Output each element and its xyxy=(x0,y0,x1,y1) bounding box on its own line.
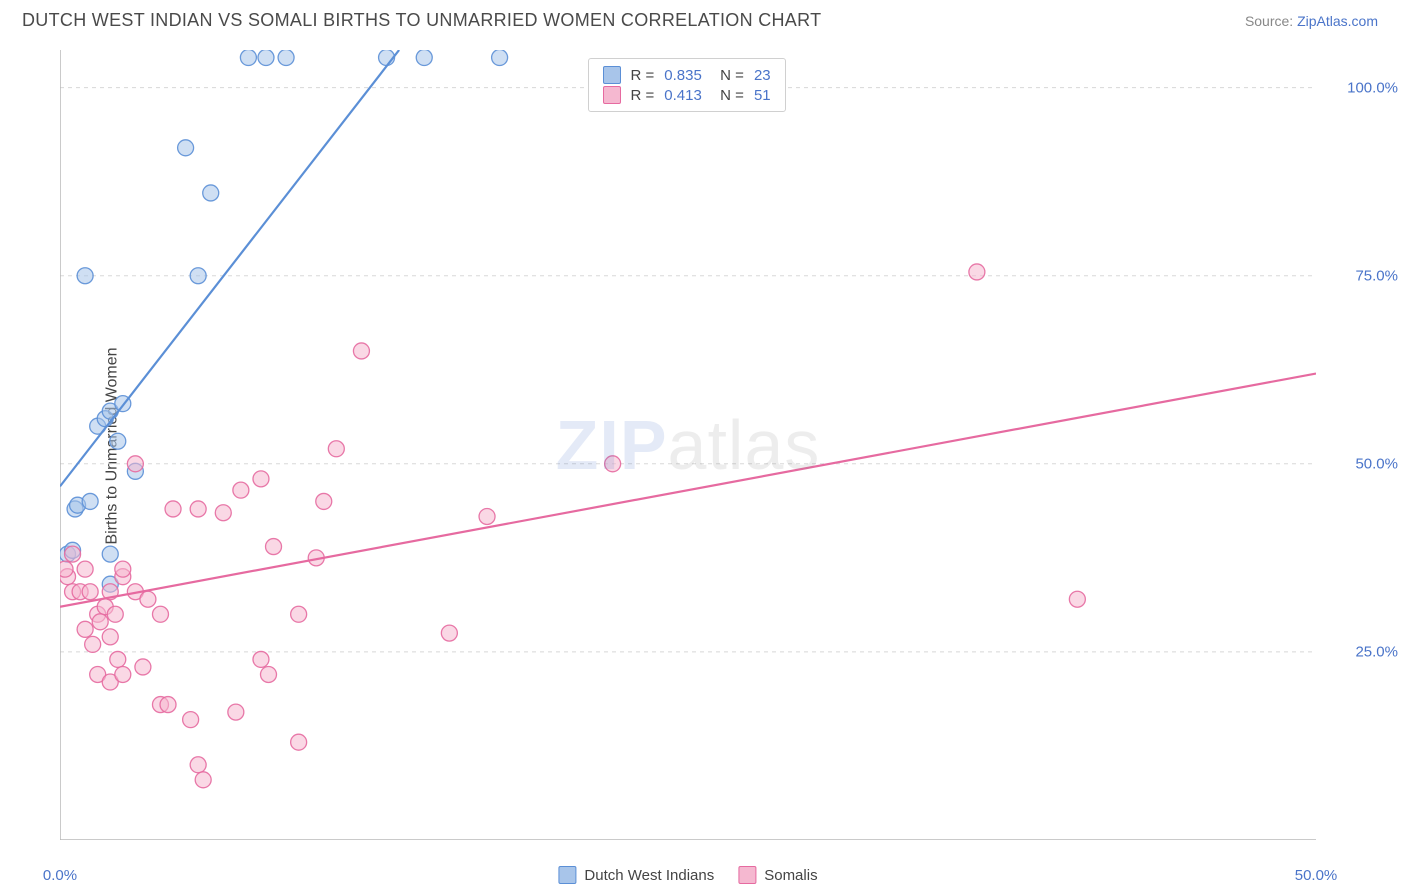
chart-area: ZIPatlas R = 0.835 N = 23 R = 0.413 N = … xyxy=(60,50,1316,840)
chart-header: DUTCH WEST INDIAN VS SOMALI BIRTHS TO UN… xyxy=(0,0,1406,37)
x-tick-label: 50.0% xyxy=(1295,867,1338,884)
r-label: R = xyxy=(631,87,655,104)
n-label: N = xyxy=(712,87,744,104)
source-prefix: Source: xyxy=(1245,13,1297,29)
legend-swatch-1 xyxy=(738,866,756,884)
y-tick-label: 25.0% xyxy=(1355,643,1398,660)
legend-swatch-blue xyxy=(603,66,621,84)
correlation-row-1: R = 0.413 N = 51 xyxy=(603,85,771,105)
scatter-plot xyxy=(60,50,1316,840)
x-axis-legend: Dutch West Indians Somalis xyxy=(558,866,817,884)
n-value-0: 23 xyxy=(754,67,771,84)
legend-swatch-0 xyxy=(558,866,576,884)
chart-source: Source: ZipAtlas.com xyxy=(1245,13,1378,29)
y-tick-label: 75.0% xyxy=(1355,267,1398,284)
r-value-0: 0.835 xyxy=(664,67,702,84)
correlation-row-0: R = 0.835 N = 23 xyxy=(603,65,771,85)
r-label: R = xyxy=(631,67,655,84)
correlation-legend: R = 0.835 N = 23 R = 0.413 N = 51 xyxy=(588,58,786,112)
legend-label-0: Dutch West Indians xyxy=(584,867,714,884)
y-tick-label: 100.0% xyxy=(1347,79,1398,96)
y-tick-label: 50.0% xyxy=(1355,455,1398,472)
chart-title: DUTCH WEST INDIAN VS SOMALI BIRTHS TO UN… xyxy=(22,10,821,31)
source-link[interactable]: ZipAtlas.com xyxy=(1297,13,1378,29)
n-value-1: 51 xyxy=(754,87,771,104)
r-value-1: 0.413 xyxy=(664,87,702,104)
legend-label-1: Somalis xyxy=(764,867,817,884)
legend-item-1: Somalis xyxy=(738,866,817,884)
n-label: N = xyxy=(712,67,744,84)
legend-swatch-pink xyxy=(603,86,621,104)
x-tick-label: 0.0% xyxy=(43,867,77,884)
legend-item-0: Dutch West Indians xyxy=(558,866,714,884)
